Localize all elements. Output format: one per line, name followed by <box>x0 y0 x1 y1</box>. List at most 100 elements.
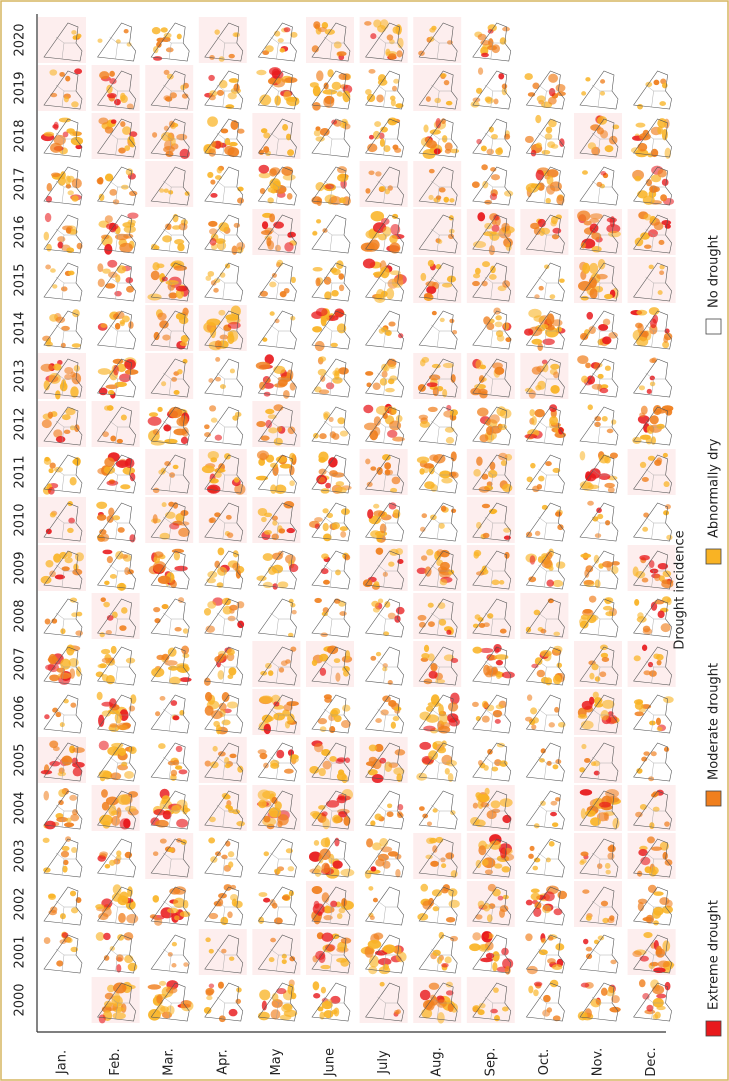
drought-patch <box>656 424 664 429</box>
drought-patch <box>647 836 655 843</box>
drought-patch <box>288 426 296 434</box>
map-panel <box>92 65 140 111</box>
month-label: Feb. <box>108 1048 123 1075</box>
drought-patch <box>659 270 664 275</box>
drought-patch <box>500 409 512 419</box>
drought-patch <box>321 987 326 994</box>
drought-patch <box>234 223 240 228</box>
drought-patch <box>182 427 189 437</box>
drought-patch <box>117 583 126 591</box>
drought-patch <box>545 198 551 204</box>
drought-patch <box>600 710 608 720</box>
drought-patch <box>236 821 245 826</box>
drought-patch <box>632 437 641 444</box>
drought-patch <box>67 528 74 533</box>
drought-patch <box>129 706 135 712</box>
drought-patch <box>582 263 590 274</box>
map-panel <box>199 449 247 495</box>
drought-patch <box>207 484 220 493</box>
drought-patch <box>214 29 219 35</box>
drought-patch <box>612 818 619 829</box>
map-panel <box>199 305 247 351</box>
drought-patch <box>289 480 295 486</box>
drought-patch <box>472 932 481 940</box>
drought-patch <box>76 612 82 617</box>
map-panel <box>574 689 622 735</box>
drought-patch <box>481 164 488 170</box>
drought-patch <box>584 569 589 578</box>
drought-patch <box>385 330 391 336</box>
drought-patch <box>318 477 326 483</box>
drought-patch <box>531 724 536 729</box>
drought-patch <box>125 369 138 375</box>
drought-patch <box>393 716 400 721</box>
drought-patch <box>148 1009 161 1021</box>
drought-patch <box>339 908 346 913</box>
year-label: 2013 <box>13 359 28 392</box>
drought-patch <box>68 190 74 195</box>
drought-patch <box>157 407 162 412</box>
drought-patch <box>439 187 446 192</box>
drought-patch <box>418 51 425 56</box>
drought-patch <box>259 150 264 155</box>
drought-patch <box>120 93 126 101</box>
drought-patch <box>489 509 496 514</box>
drought-patch <box>498 896 504 901</box>
drought-patch <box>361 242 375 251</box>
drought-patch <box>659 240 665 245</box>
drought-patch <box>373 898 378 903</box>
drought-patch <box>550 812 557 816</box>
drought-patch <box>70 891 76 897</box>
drought-patch <box>56 960 63 966</box>
year-label: 2018 <box>13 119 28 152</box>
drought-patch <box>475 914 482 919</box>
drought-patch <box>580 789 592 795</box>
drought-patch <box>323 580 330 585</box>
drought-patch <box>65 76 70 82</box>
drought-patch <box>124 145 130 151</box>
drought-patch <box>281 1004 292 1012</box>
drought-patch <box>388 53 396 59</box>
drought-patch <box>107 93 117 98</box>
drought-patch <box>541 558 552 568</box>
drought-patch <box>99 194 105 201</box>
drought-patch <box>595 533 601 538</box>
drought-patch <box>159 981 166 986</box>
drought-patch <box>153 851 158 856</box>
drought-patch <box>662 179 669 186</box>
drought-patch <box>171 700 178 706</box>
drought-patch <box>579 767 585 772</box>
drought-patch <box>373 383 381 390</box>
drought-patch <box>337 51 347 56</box>
drought-patch <box>106 85 112 94</box>
drought-patch <box>370 866 376 871</box>
drought-patch <box>397 559 403 564</box>
month-label: Mar. <box>162 1048 177 1075</box>
drought-patch <box>273 713 285 721</box>
drought-patch <box>420 884 428 892</box>
drought-patch <box>50 463 56 469</box>
drought-patch <box>639 385 645 390</box>
month-label: Apr. <box>215 1049 230 1074</box>
drought-patch <box>72 569 82 576</box>
drought-patch <box>315 523 320 529</box>
drought-patch <box>542 905 551 914</box>
drought-patch <box>284 769 294 774</box>
drought-patch <box>339 285 344 292</box>
map-panel <box>360 161 408 207</box>
drought-patch <box>331 290 339 296</box>
drought-patch <box>228 674 234 679</box>
drought-patch <box>545 461 552 466</box>
drought-patch <box>540 629 546 634</box>
drought-patch <box>326 382 334 389</box>
drought-patch <box>601 901 608 907</box>
drought-patch <box>472 181 480 188</box>
drought-patch <box>380 127 388 133</box>
drought-patch <box>229 605 238 611</box>
drought-patch <box>636 337 648 347</box>
drought-patch <box>60 939 67 944</box>
drought-patch <box>531 339 542 345</box>
drought-patch <box>226 515 232 520</box>
drought-patch <box>210 179 215 184</box>
drought-patch <box>174 566 187 571</box>
